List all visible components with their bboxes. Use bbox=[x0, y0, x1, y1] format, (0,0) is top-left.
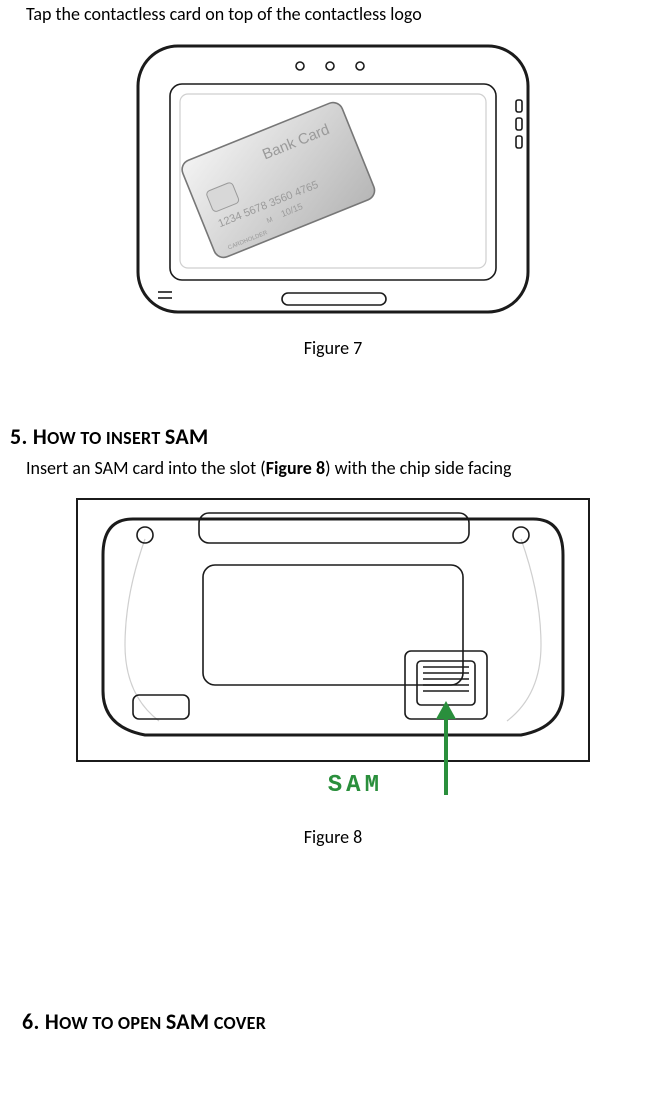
section-6-heading: 6. HOW TO OPEN SAM COVER bbox=[22, 1008, 666, 1035]
figure-8: SAM Figure 8 bbox=[0, 495, 666, 848]
section-6-h-big-2: SAM bbox=[166, 1008, 210, 1035]
section-5-heading: 5. HOW TO INSERT SAM bbox=[10, 423, 666, 450]
section-5-h-big-2: SAM bbox=[165, 423, 209, 450]
sam-instruction-bold: Figure 8 bbox=[266, 457, 325, 479]
sam-label: SAM bbox=[328, 772, 383, 799]
figure-8-caption: Figure 8 bbox=[0, 826, 666, 848]
sam-insert-instruction: Insert an SAM card into the slot (Figure… bbox=[26, 456, 666, 480]
section-6-number: 6. bbox=[22, 1008, 40, 1035]
section-5-h-sm-1: OW TO INSERT bbox=[47, 427, 165, 449]
sam-instruction-part2: ) with the chip side facing bbox=[325, 457, 511, 479]
section-6-h-sm-2: COVER bbox=[209, 1012, 266, 1034]
section-5-h-big-1: H bbox=[33, 423, 47, 450]
terminal-back-diagram: SAM bbox=[73, 495, 593, 811]
section-6-h-sm-1: OW TO OPEN bbox=[59, 1012, 166, 1034]
section-6-h-big-1: H bbox=[45, 1008, 59, 1035]
figure-7: Bank Card 1234 5678 3560 4765 M 10/15 CA… bbox=[0, 40, 666, 359]
contactless-instruction: Tap the contactless card on top of the c… bbox=[26, 2, 666, 26]
section-5-number: 5. bbox=[10, 423, 28, 450]
sam-instruction-part1: Insert an SAM card into the slot ( bbox=[26, 457, 266, 479]
terminal-front-diagram: Bank Card 1234 5678 3560 4765 M 10/15 CA… bbox=[132, 40, 534, 322]
figure-7-caption: Figure 7 bbox=[0, 337, 666, 359]
